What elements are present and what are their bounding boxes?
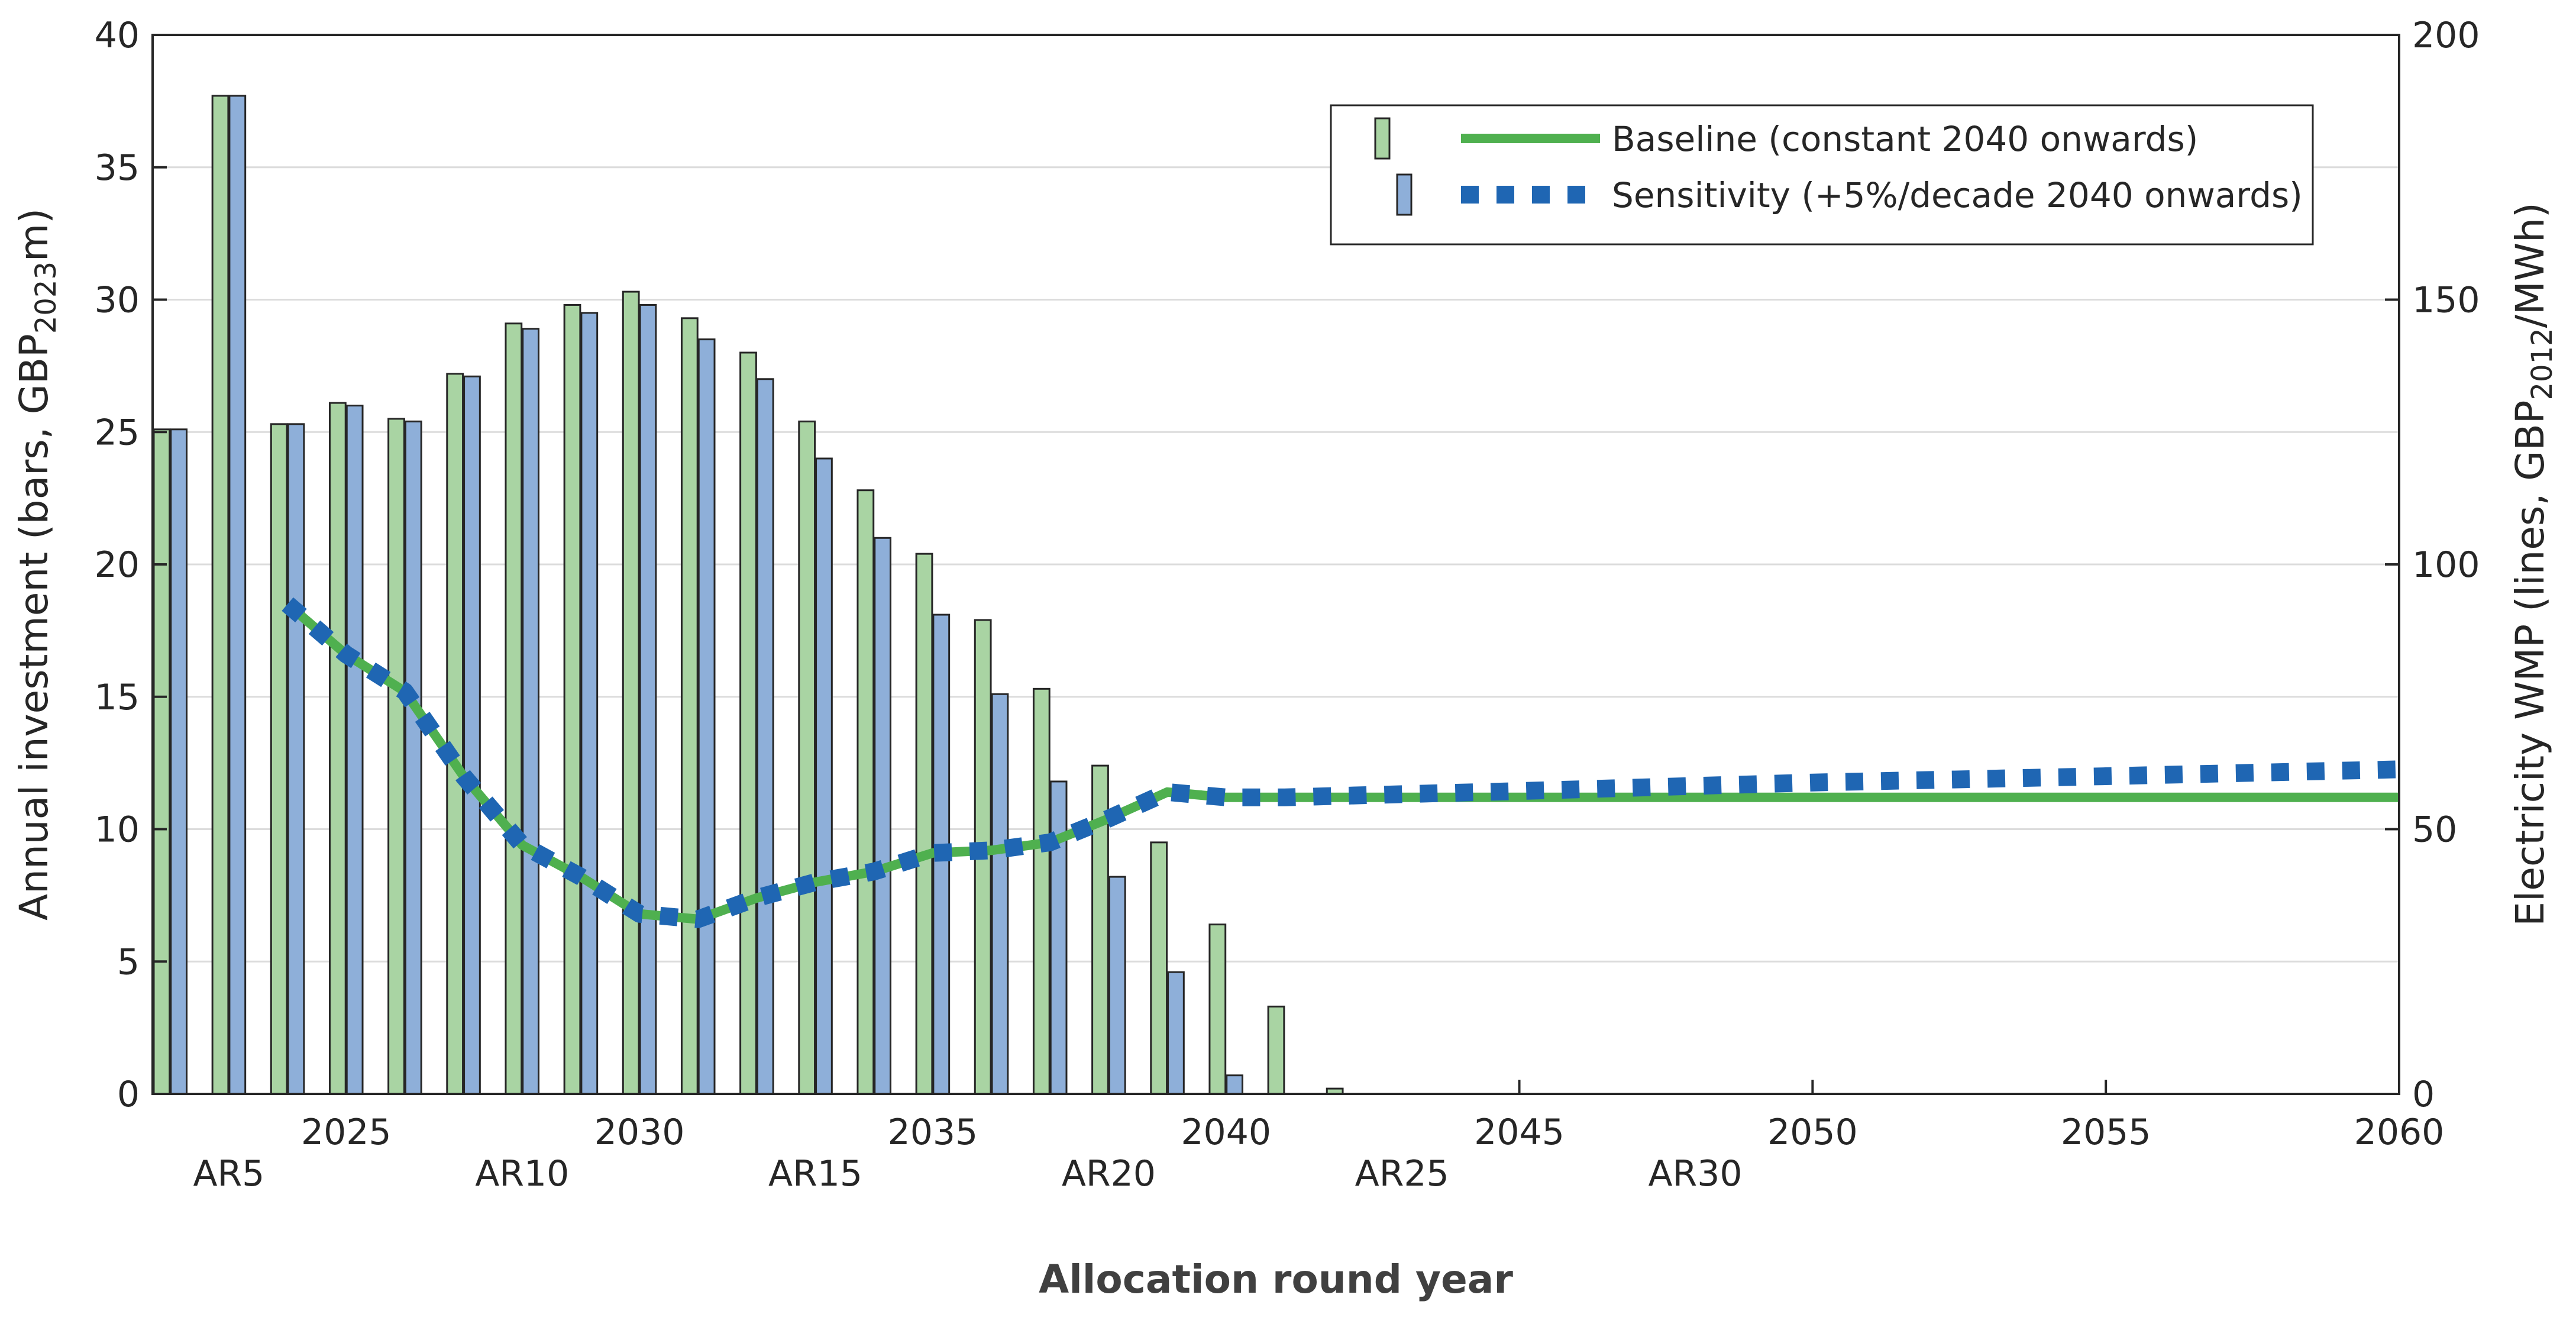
- legend-sensitivity-label: Sensitivity (+5%/decade 2040 onwards): [1612, 175, 2303, 215]
- sensitivity-bar: [522, 328, 540, 1095]
- ar-label: AR20: [1062, 1153, 1156, 1194]
- y-left-tick-label: 10: [95, 809, 140, 851]
- y-left-tick-label: 15: [95, 677, 140, 718]
- sensitivity-line: [282, 597, 2400, 928]
- baseline-bar: [798, 420, 816, 1095]
- y-axis-right-title: Electricity WMP (lines, GBP2012/MWh): [2507, 202, 2559, 926]
- ar-label: AR15: [768, 1153, 862, 1194]
- x-tick-label: 2050: [1767, 1112, 1858, 1153]
- baseline-bar: [856, 489, 875, 1095]
- x-tick-label: 2030: [594, 1112, 685, 1153]
- baseline-bar: [211, 95, 230, 1095]
- sensitivity-bar: [580, 312, 599, 1095]
- y-left-tick-label: 0: [117, 1074, 140, 1115]
- sensitivity-bar: [756, 378, 774, 1095]
- line-series: [282, 597, 2400, 928]
- y-right-tick-label: 50: [2412, 809, 2457, 851]
- baseline-bar: [446, 373, 464, 1095]
- ar-label: AR25: [1355, 1153, 1449, 1194]
- sensitivity-bar: [815, 457, 833, 1095]
- baseline-bar: [1032, 687, 1051, 1095]
- y-right-tick-label: 100: [2412, 544, 2480, 586]
- baseline-bar: [387, 418, 405, 1095]
- baseline-bar: [328, 402, 347, 1095]
- legend-box: [1330, 104, 2314, 246]
- legend-baseline-label: Baseline (constant 2040 onwards): [1612, 119, 2198, 159]
- baseline-bar: [739, 351, 757, 1095]
- legend: Baseline (constant 2040 onwards) Sensiti…: [1330, 104, 2314, 246]
- x-tick-label: 2040: [1181, 1112, 1271, 1153]
- x-axis-title: Allocation round year: [1039, 1257, 1513, 1302]
- sensitivity-bar: [463, 375, 481, 1095]
- baseline-bar: [1150, 841, 1168, 1095]
- x-tick-label: 2035: [888, 1112, 978, 1153]
- y-right-tick-label: 0: [2412, 1074, 2435, 1115]
- legend-sensitivity-bar-swatch: [1396, 173, 1413, 216]
- sensitivity-bar: [228, 95, 247, 1095]
- y-left-tick-label: 25: [95, 412, 140, 453]
- ar-label: AR30: [1648, 1153, 1742, 1194]
- y-left-tick-label: 40: [95, 15, 140, 56]
- baseline-bar: [563, 304, 581, 1095]
- baseline-bar: [622, 290, 640, 1095]
- sensitivity-bar: [287, 423, 305, 1095]
- baseline-bar: [915, 553, 933, 1095]
- x-tick-label: 2045: [1474, 1112, 1565, 1153]
- y-left-tick-label: 35: [95, 147, 140, 189]
- sensitivity-bar: [1167, 971, 1185, 1095]
- y-left-tick-label: 20: [95, 544, 140, 586]
- y-left-tick-label: 5: [117, 941, 140, 983]
- y-right-tick-label: 200: [2412, 15, 2480, 56]
- sensitivity-bar: [874, 537, 891, 1095]
- ar-label: AR10: [475, 1153, 569, 1194]
- x-tick-label: 2060: [2354, 1112, 2445, 1153]
- x-tick-label: 2025: [301, 1112, 392, 1153]
- sensitivity-bar: [697, 338, 716, 1095]
- baseline-bar: [505, 322, 523, 1095]
- legend-baseline-bar-swatch: [1374, 117, 1391, 160]
- sensitivity-bar: [345, 405, 364, 1095]
- sensitivity-bar: [1049, 780, 1068, 1095]
- y-right-tick-label: 150: [2412, 280, 2480, 321]
- y-left-tick-label: 30: [95, 280, 140, 321]
- baseline-bar: [680, 317, 699, 1095]
- sensitivity-bar: [639, 304, 657, 1095]
- x-tick-label: 2055: [2061, 1112, 2151, 1153]
- baseline-bar: [153, 428, 171, 1095]
- baseline-bar: [270, 423, 288, 1095]
- y-axis-left-title: Annual investment (bars, GBP2023m): [11, 208, 63, 921]
- baseline-bar: [1208, 924, 1227, 1095]
- sensitivity-bar: [1108, 876, 1126, 1095]
- sensitivity-bar: [991, 693, 1009, 1095]
- sensitivity-bar: [404, 420, 422, 1095]
- sensitivity-bar: [170, 428, 188, 1095]
- baseline-bar: [1267, 1005, 1285, 1095]
- sensitivity-bar: [1226, 1074, 1243, 1095]
- ar-label: AR5: [193, 1153, 264, 1194]
